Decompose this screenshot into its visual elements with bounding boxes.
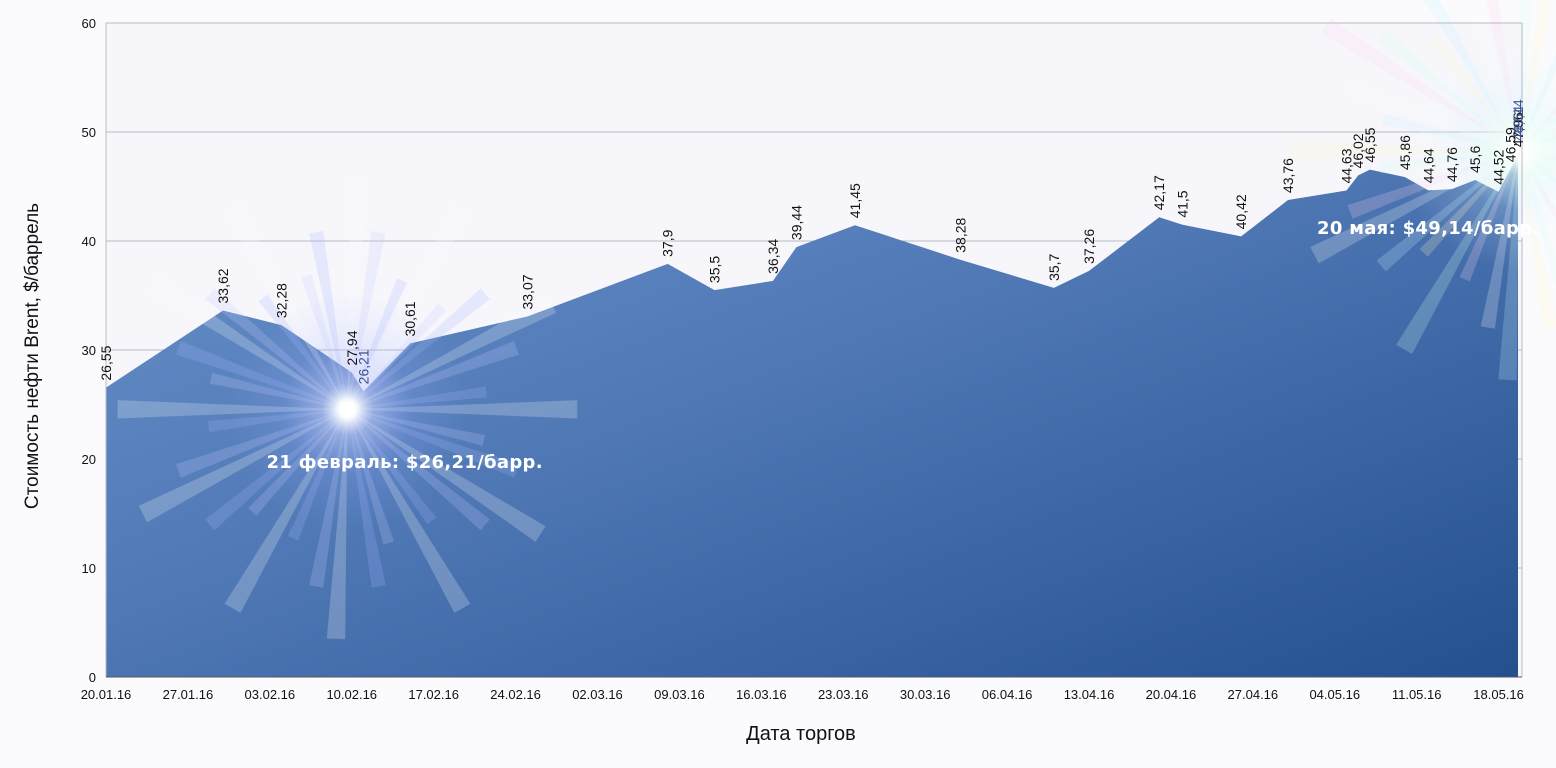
y-tick-label: 30 (82, 343, 96, 358)
data-label: 45,6 (1467, 146, 1483, 173)
data-label: 35,7 (1046, 253, 1062, 280)
area-series (106, 141, 1518, 677)
x-tick-label: 03.02.16 (245, 687, 296, 702)
data-label: 40,42 (1233, 194, 1249, 229)
data-label: 49,14 (1510, 99, 1526, 134)
x-tick-label: 30.03.16 (900, 687, 951, 702)
y-tick-label: 20 (82, 452, 96, 467)
data-label: 44,52 (1491, 149, 1507, 184)
data-label: 44,76 (1444, 147, 1460, 182)
data-label: 44,64 (1420, 148, 1436, 183)
y-tick-label: 60 (82, 16, 96, 31)
annotation-feb-low: 21 февраль: $26,21/барр. (266, 452, 543, 474)
x-tick-label: 10.02.16 (326, 687, 377, 702)
x-tick-label: 17.02.16 (408, 687, 459, 702)
flare-core (339, 401, 356, 418)
data-label: 47,96 (1510, 112, 1526, 147)
data-label: 26,55 (98, 345, 114, 380)
x-tick-label: 20.04.16 (1146, 687, 1197, 702)
data-label: 30,61 (402, 301, 418, 336)
flare-feb-low (117, 179, 578, 640)
x-tick-label: 20.01.16 (81, 687, 132, 702)
data-label: 36,34 (765, 239, 781, 274)
x-axis-title: Дата торгов (746, 723, 856, 745)
x-tick-label: 27.04.16 (1228, 687, 1279, 702)
flare-glow (1399, 30, 1556, 271)
annotation-may-high: 20 мая: $49,14/барр. (1317, 218, 1540, 240)
y-axis-title: Стоимость нефти Brent, $/баррель (22, 202, 43, 510)
data-label: 26,21 (356, 349, 372, 384)
y-tick-label: 50 (82, 125, 96, 140)
data-label: 41,45 (847, 183, 863, 218)
data-label: 33,62 (215, 268, 231, 303)
data-label: 27,94 (344, 330, 360, 365)
data-label: 44,63 (1339, 148, 1355, 183)
x-tick-label: 24.02.16 (490, 687, 541, 702)
x-tick-label: 13.04.16 (1064, 687, 1115, 702)
data-label: 32,28 (274, 283, 290, 318)
x-tick-label: 09.03.16 (654, 687, 705, 702)
data-label: 41,5 (1175, 190, 1191, 217)
x-tick-label: 18.05.16 (1473, 687, 1524, 702)
x-tick-label: 23.03.16 (818, 687, 869, 702)
data-label: 46,02 (1350, 133, 1366, 168)
axes (105, 22, 1523, 678)
flare-may-high (1289, 0, 1556, 381)
x-tick-label: 04.05.16 (1309, 687, 1360, 702)
flare-core (1511, 142, 1527, 159)
data-label: 46,55 (1362, 127, 1378, 162)
y-tick-label: 0 (89, 670, 96, 685)
x-tick-label: 06.04.16 (982, 687, 1033, 702)
x-tick-label: 11.05.16 (1392, 687, 1442, 702)
highlight-flares (117, 0, 1556, 640)
data-label: 48,54 (1510, 106, 1526, 141)
data-label: 37,26 (1081, 229, 1097, 264)
x-tick-label: 02.03.16 (572, 687, 623, 702)
y-tick-label: 10 (82, 561, 96, 576)
x-tick-label: 27.01.16 (163, 687, 214, 702)
data-label: 45,86 (1397, 135, 1413, 170)
data-label: 37,9 (660, 229, 676, 256)
y-tick-labels: 0 10 20 30 40 50 60 (82, 16, 96, 685)
data-label: 42,17 (1151, 175, 1167, 210)
data-label: 43,76 (1280, 158, 1296, 193)
data-label: 38,28 (952, 217, 968, 252)
y-tick-label: 40 (82, 234, 96, 249)
area-fill (106, 141, 1518, 677)
data-label: 33,07 (519, 274, 535, 309)
data-label: 46,59 (1502, 127, 1518, 162)
data-label: 35,5 (706, 256, 722, 283)
data-label: 39,44 (788, 205, 804, 240)
x-tick-label: 16.03.16 (736, 687, 787, 702)
x-tick-labels: 20.01.16 27.01.16 03.02.16 10.02.16 17.02.16… (81, 687, 1524, 702)
